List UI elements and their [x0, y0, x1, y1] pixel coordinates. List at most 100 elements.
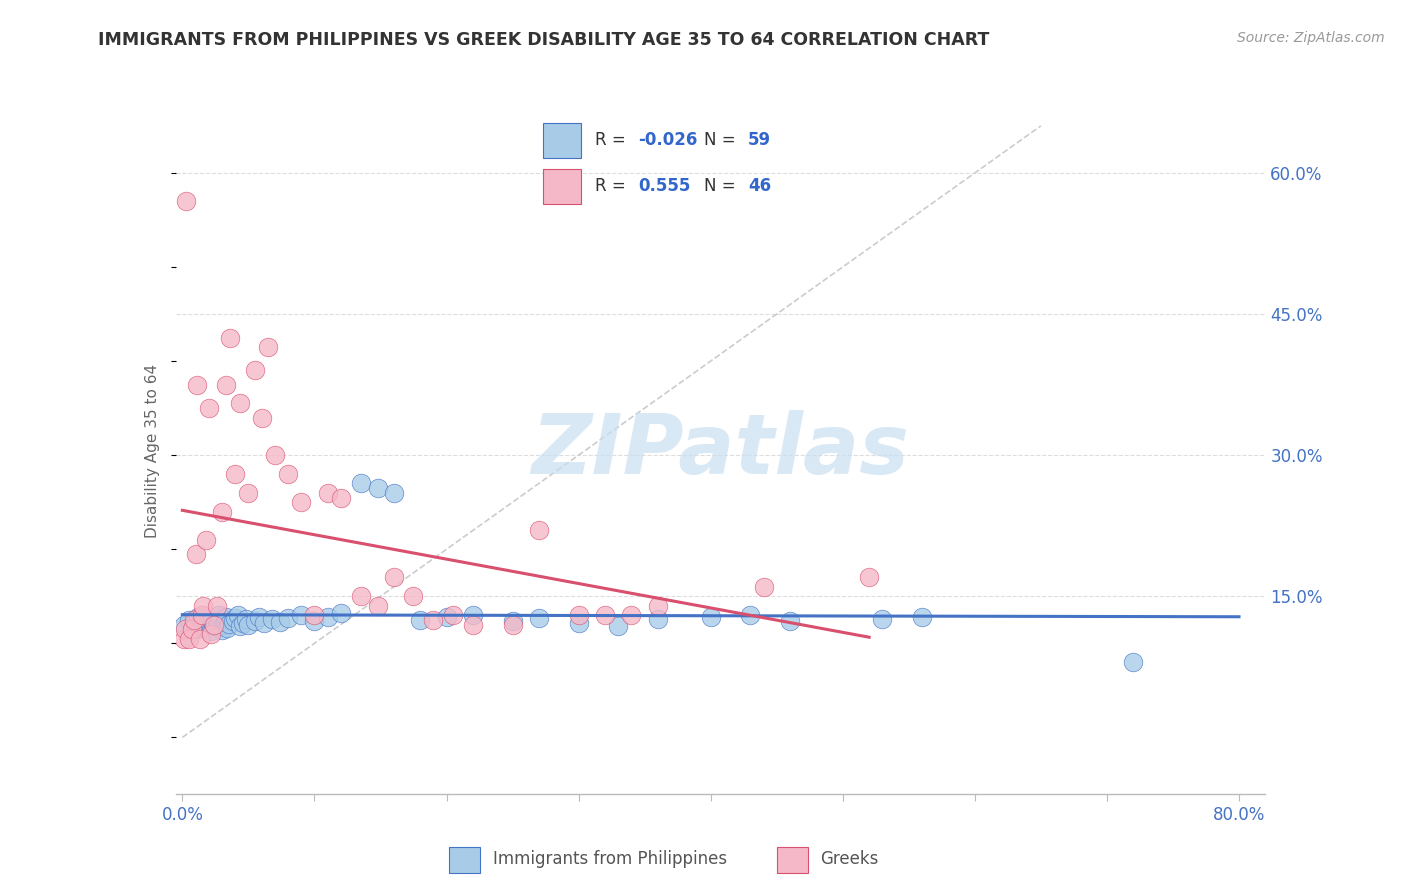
Point [779, 614, 801, 628]
Point [208, 608, 231, 623]
Point [620, 608, 643, 623]
Point [290, 495, 312, 509]
Point [214, 615, 236, 629]
Point [262, 612, 284, 626]
Point [183, 615, 205, 630]
Point [215, 610, 238, 624]
Point [180, 622, 202, 636]
Point [1122, 655, 1144, 669]
Point [181, 619, 204, 633]
Point [211, 623, 233, 637]
Text: -0.026: -0.026 [638, 131, 697, 149]
Point [200, 624, 222, 639]
Point [367, 481, 389, 495]
Point [402, 589, 425, 603]
Point [229, 396, 252, 410]
Point [527, 611, 550, 625]
Point [197, 614, 219, 628]
Point [647, 612, 669, 626]
Point [204, 619, 226, 633]
Point [193, 612, 215, 626]
Point [195, 621, 218, 635]
Point [740, 608, 762, 623]
Text: Greeks: Greeks [821, 849, 879, 868]
Point [329, 491, 352, 505]
Point [382, 570, 405, 584]
Text: N =: N = [704, 131, 741, 149]
Point [197, 401, 219, 416]
Text: 59: 59 [748, 131, 772, 149]
Point [290, 608, 312, 623]
Point [221, 614, 243, 628]
Point [238, 617, 260, 632]
Point [263, 448, 285, 462]
Y-axis label: Disability Age 35 to 64: Disability Age 35 to 64 [145, 363, 160, 538]
Point [441, 608, 464, 623]
Point [177, 613, 200, 627]
Point [461, 608, 484, 623]
Text: Source: ZipAtlas.com: Source: ZipAtlas.com [1237, 31, 1385, 45]
Text: 46: 46 [748, 178, 772, 195]
Point [752, 580, 775, 594]
Point [224, 467, 246, 481]
Point [201, 617, 224, 632]
Point [502, 614, 524, 628]
Point [205, 613, 228, 627]
Point [174, 622, 197, 636]
Point [198, 611, 221, 625]
Point [212, 618, 235, 632]
Point [409, 613, 432, 627]
Text: Immigrants from Philippines: Immigrants from Philippines [492, 849, 727, 868]
Point [277, 611, 299, 625]
Point [188, 618, 211, 632]
FancyBboxPatch shape [450, 847, 481, 872]
Point [202, 617, 225, 632]
Point [316, 485, 339, 500]
Point [461, 617, 484, 632]
Point [568, 608, 591, 623]
Point [207, 615, 229, 630]
Point [229, 619, 252, 633]
Text: ZIPatlas: ZIPatlas [531, 410, 910, 491]
Point [647, 599, 669, 613]
Point [316, 610, 339, 624]
Point [382, 485, 405, 500]
Text: R =: R = [595, 178, 636, 195]
Point [350, 476, 373, 491]
Point [568, 615, 591, 630]
Point [235, 612, 257, 626]
Point [217, 621, 239, 635]
Point [872, 612, 894, 626]
Point [277, 467, 299, 481]
Point [911, 610, 934, 624]
FancyBboxPatch shape [778, 847, 808, 872]
Point [186, 622, 208, 636]
Point [200, 627, 222, 641]
Text: IMMIGRANTS FROM PHILIPPINES VS GREEK DISABILITY AGE 35 TO 64 CORRELATION CHART: IMMIGRANTS FROM PHILIPPINES VS GREEK DIS… [98, 31, 990, 49]
Point [173, 632, 195, 646]
Point [219, 330, 242, 344]
Point [304, 608, 326, 623]
Point [250, 410, 273, 425]
Point [226, 608, 249, 623]
Point [218, 616, 240, 631]
Point [195, 533, 218, 547]
Point [243, 614, 266, 628]
Point [247, 610, 270, 624]
Text: 0.555: 0.555 [638, 178, 690, 195]
Point [187, 610, 209, 624]
Point [197, 616, 219, 631]
Point [183, 613, 205, 627]
Point [329, 606, 352, 620]
FancyBboxPatch shape [543, 123, 581, 158]
Point [527, 524, 550, 538]
Point [232, 615, 254, 630]
Point [184, 547, 207, 561]
Point [269, 615, 291, 629]
Point [191, 615, 214, 629]
Point [215, 377, 238, 392]
Point [367, 599, 389, 613]
Point [191, 608, 214, 623]
Point [211, 505, 233, 519]
Point [593, 608, 616, 623]
